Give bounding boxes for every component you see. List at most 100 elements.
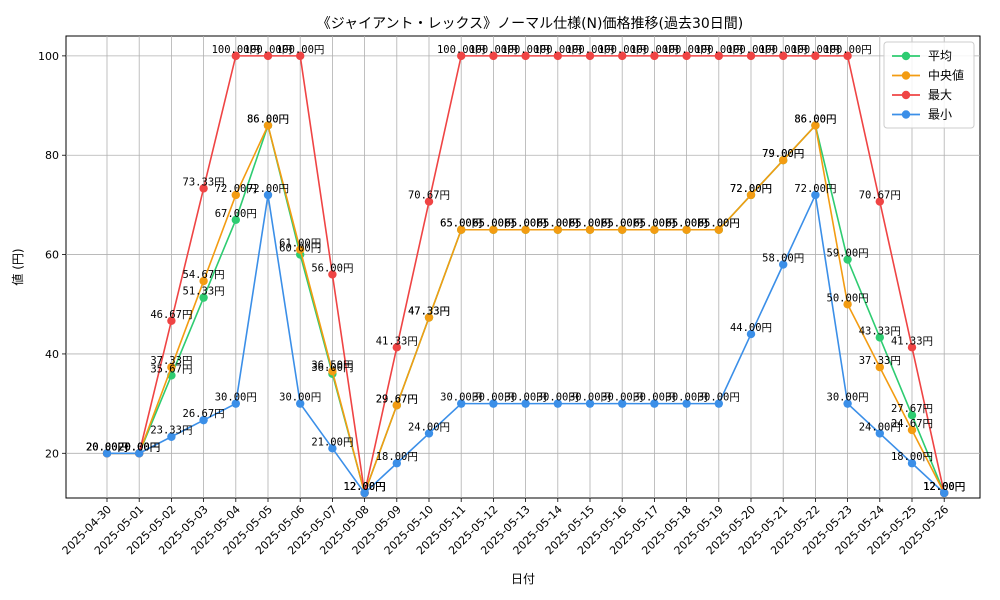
y-tick-label: 100	[38, 50, 59, 63]
legend-swatch-marker	[901, 110, 911, 119]
data-point	[231, 399, 240, 408]
data-point	[714, 51, 723, 61]
data-label: 20.00円	[86, 441, 128, 453]
data-point	[907, 410, 917, 420]
data-point	[618, 399, 627, 408]
data-point	[585, 399, 595, 408]
data-label: 59.00円	[827, 248, 869, 260]
data-label: 100.00円	[598, 44, 646, 56]
data-point	[521, 399, 530, 408]
data-label: 29.67円	[376, 393, 418, 405]
y-tick-label: 60	[45, 249, 59, 262]
data-label: 70.67円	[408, 190, 450, 202]
data-point	[392, 343, 401, 352]
data-point	[424, 313, 434, 322]
data-point	[650, 51, 659, 61]
data-label: 100.00円	[759, 44, 807, 56]
data-point	[457, 225, 466, 234]
data-point	[424, 429, 434, 438]
data-label: 27.67円	[891, 403, 933, 415]
data-point	[231, 51, 240, 61]
legend-swatch-marker	[901, 90, 911, 100]
data-point	[843, 300, 852, 309]
data-label: 30.00円	[569, 392, 611, 404]
data-label: 20.00円	[118, 441, 160, 453]
data-label: 100.00円	[212, 44, 260, 56]
data-point	[779, 260, 788, 269]
data-label: 56.00円	[311, 262, 353, 274]
data-label: 65.00円	[569, 218, 611, 230]
data-point	[682, 225, 691, 234]
data-label: 86.00円	[794, 113, 836, 125]
legend-label: 中央値	[928, 68, 964, 83]
data-point	[714, 399, 723, 408]
data-label: 30.00円	[601, 392, 643, 404]
data-label: 65.00円	[698, 218, 740, 230]
data-label: 20.00円	[118, 441, 160, 453]
data-label: 12.00円	[344, 481, 386, 493]
data-label: 86.00円	[247, 113, 289, 125]
data-label: 100.00円	[791, 44, 839, 56]
plot-area	[65, 35, 981, 499]
data-label: 65.00円	[633, 218, 675, 230]
data-label: 86.00円	[794, 113, 836, 125]
data-label: 65.00円	[698, 218, 740, 230]
data-point	[907, 459, 917, 468]
data-point	[199, 293, 208, 302]
data-point	[263, 121, 273, 130]
data-label: 65.00円	[505, 218, 547, 230]
data-label: 86.00円	[247, 113, 289, 125]
data-label: 12.00円	[344, 481, 386, 493]
data-label: 26.67円	[183, 408, 225, 420]
data-point	[940, 488, 949, 498]
data-point	[392, 459, 401, 468]
y-tick-label: 40	[45, 348, 59, 361]
data-label: 37.33円	[859, 355, 901, 367]
data-point	[489, 225, 498, 234]
data-point	[135, 449, 144, 458]
data-label: 61.00円	[279, 238, 321, 250]
data-point	[199, 276, 208, 286]
data-label: 30.00円	[698, 392, 740, 404]
data-label: 30.00円	[666, 392, 708, 404]
data-label: 65.00円	[472, 218, 514, 230]
data-label: 12.00円	[923, 481, 965, 493]
data-label: 70.67円	[859, 190, 901, 202]
data-label: 65.00円	[666, 218, 708, 230]
data-point	[167, 362, 176, 372]
data-point	[328, 367, 337, 376]
data-label: 100.00円	[566, 44, 614, 56]
y-tick-label: 20	[45, 447, 59, 460]
data-label: 29.67円	[376, 393, 418, 405]
data-label: 100.00円	[630, 44, 678, 56]
data-point	[585, 225, 595, 234]
data-point	[424, 197, 434, 206]
data-point	[618, 225, 627, 234]
data-label: 100.00円	[823, 44, 871, 56]
data-point	[650, 399, 659, 408]
data-label: 20.00円	[118, 441, 160, 453]
data-point	[102, 449, 112, 458]
data-point	[457, 399, 466, 408]
data-label: 79.00円	[762, 148, 804, 160]
data-label: 12.00円	[344, 481, 386, 493]
y-axis-title: 値 (円)	[10, 248, 25, 285]
grid	[66, 36, 980, 498]
data-label: 65.00円	[666, 218, 708, 230]
data-label: 65.00円	[505, 218, 547, 230]
data-point	[585, 51, 595, 61]
data-point	[553, 399, 562, 408]
data-label: 100.00円	[437, 44, 485, 56]
data-label: 65.00円	[601, 218, 643, 230]
data-point	[167, 432, 176, 441]
data-label: 54.67円	[183, 269, 225, 281]
data-point	[263, 51, 273, 61]
data-label: 100.00円	[695, 44, 743, 56]
data-label: 44.00円	[730, 322, 772, 334]
data-label: 30.00円	[537, 392, 579, 404]
data-point	[714, 225, 723, 234]
data-label: 12.00円	[923, 481, 965, 493]
data-point	[811, 121, 820, 130]
data-point	[746, 329, 756, 339]
